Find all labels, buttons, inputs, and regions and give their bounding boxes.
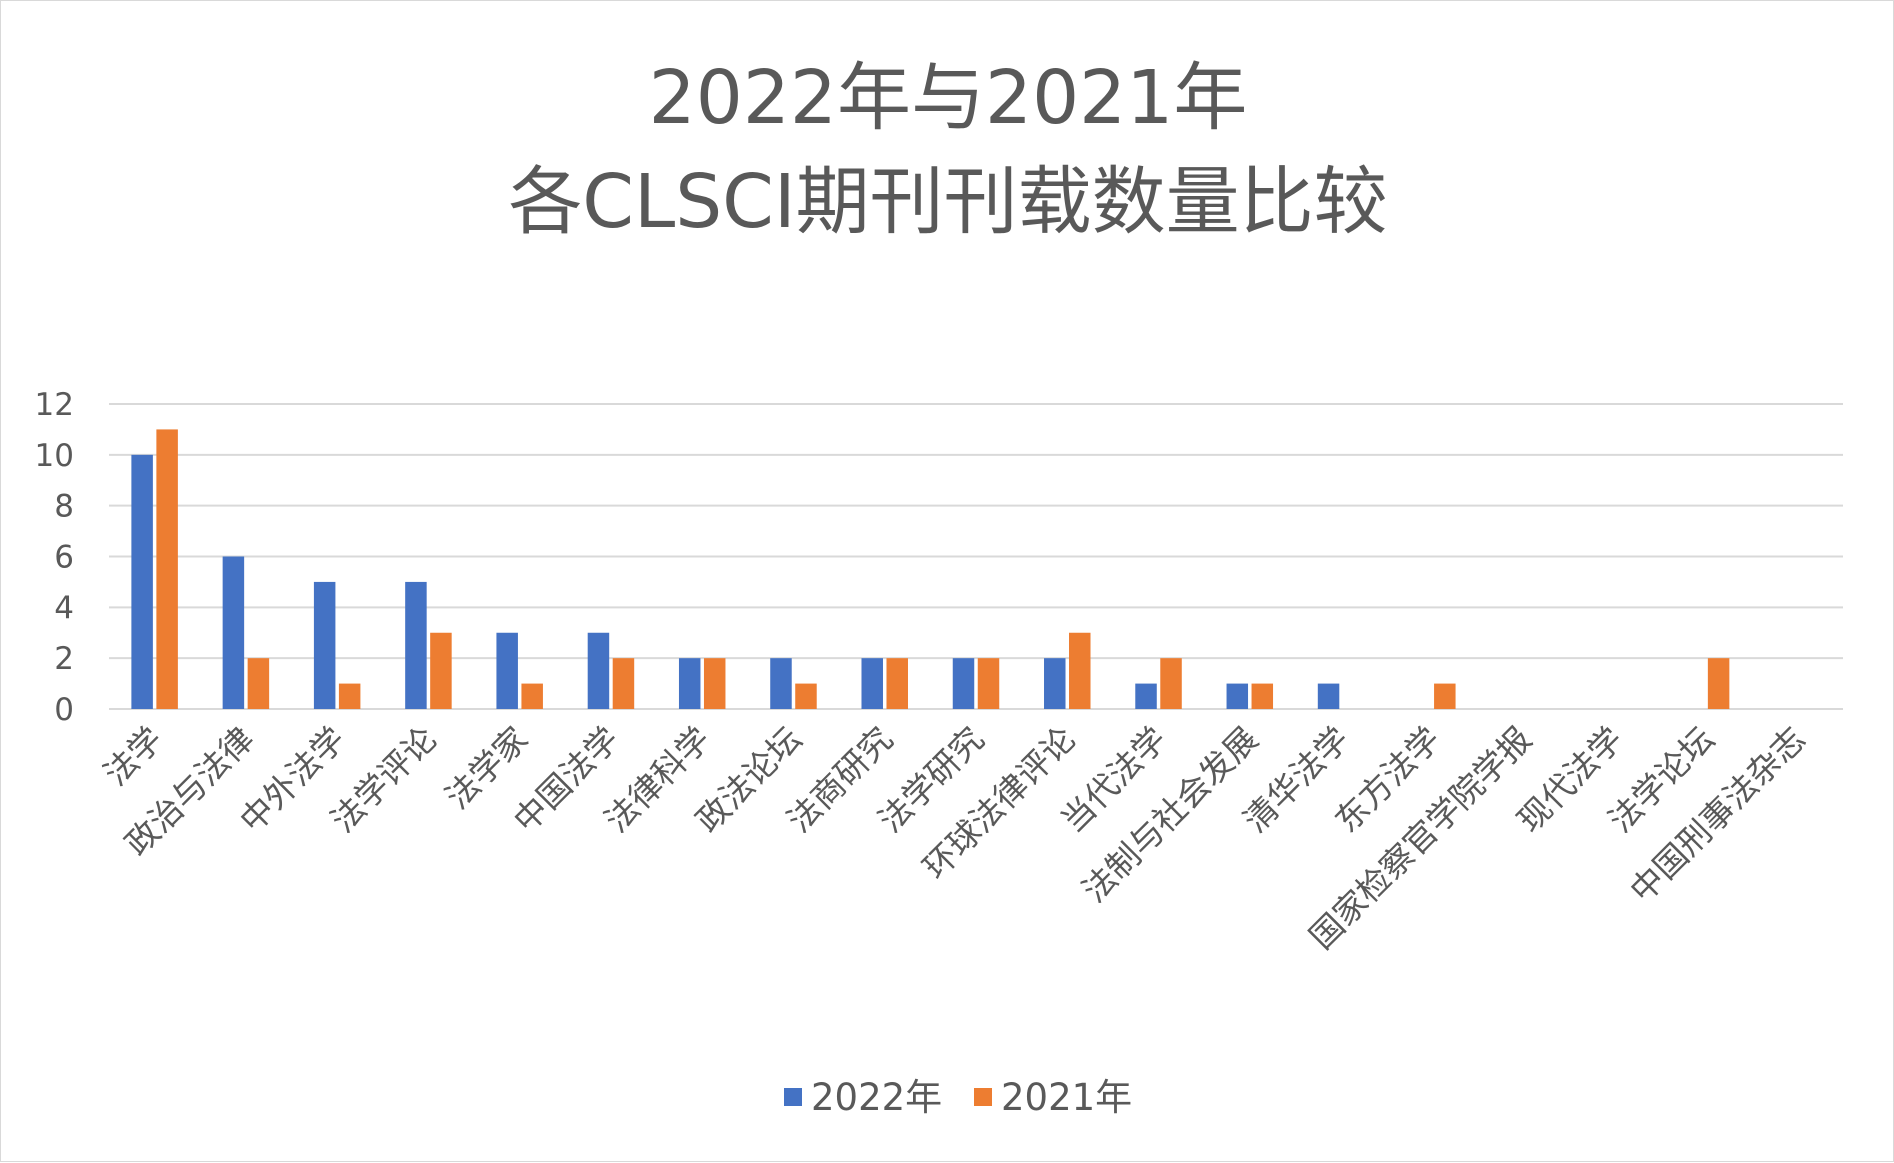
bar-2021 (430, 632, 452, 709)
bar-2022 (405, 581, 427, 709)
bar-2021 (886, 658, 908, 709)
bar-2021 (521, 683, 543, 709)
bar-2021 (338, 683, 361, 709)
chart-title-line-1: 2022年与2021年 (649, 55, 1248, 141)
bar-2021 (1069, 632, 1091, 709)
y-tick-label: 8 (54, 489, 74, 525)
bars (131, 429, 1730, 709)
y-tick-label: 2 (54, 641, 74, 677)
bar-2021 (977, 658, 1000, 709)
bar-2022 (861, 658, 883, 709)
legend-label-2021: 2021年 (1001, 1076, 1132, 1119)
bar-2021 (247, 658, 270, 709)
y-tick-label: 10 (35, 438, 74, 474)
bar-2022 (952, 658, 975, 709)
x-category-label: 法学 (96, 719, 170, 793)
legend-swatch-2021 (974, 1088, 992, 1106)
y-tick-label: 6 (54, 540, 74, 576)
bar-2022 (770, 658, 792, 709)
legend-label-2022: 2022年 (811, 1076, 942, 1119)
bar-2022 (1044, 658, 1066, 709)
bar-2021 (703, 658, 726, 709)
bar-2022 (313, 581, 336, 709)
x-axis-category-labels: 法学政治与法律中外法学法学评论法学家中国法学法律科学政法论坛法商研究法学研究环球… (96, 719, 1813, 957)
bar-2022 (1317, 683, 1340, 709)
bar-2022 (1226, 683, 1249, 709)
bar-2022 (1135, 683, 1157, 709)
y-tick-label: 0 (54, 692, 74, 728)
bar-2021 (1251, 683, 1274, 709)
bar-2022 (222, 556, 245, 709)
chart-title-line-2: 各CLSCI期刊刊载数量比较 (508, 159, 1387, 245)
bar-2022 (496, 632, 518, 709)
y-axis-tick-labels: 0 2 4 6 8 10 12 (35, 387, 74, 728)
bar-2021 (612, 658, 635, 709)
legend: 2022年 2021年 (784, 1076, 1132, 1119)
legend-swatch-2022 (784, 1088, 802, 1106)
bar-2021 (156, 429, 178, 709)
bar-2021 (1707, 658, 1730, 709)
bar-2022 (131, 454, 153, 709)
y-tick-label: 12 (35, 387, 74, 423)
bar-2021 (795, 683, 817, 709)
bar-2022 (587, 632, 610, 709)
gridlines (109, 403, 1843, 710)
bar-2021 (1160, 658, 1182, 709)
bar-2022 (678, 658, 701, 709)
y-tick-label: 4 (54, 590, 74, 626)
bar-2021 (1434, 683, 1456, 709)
